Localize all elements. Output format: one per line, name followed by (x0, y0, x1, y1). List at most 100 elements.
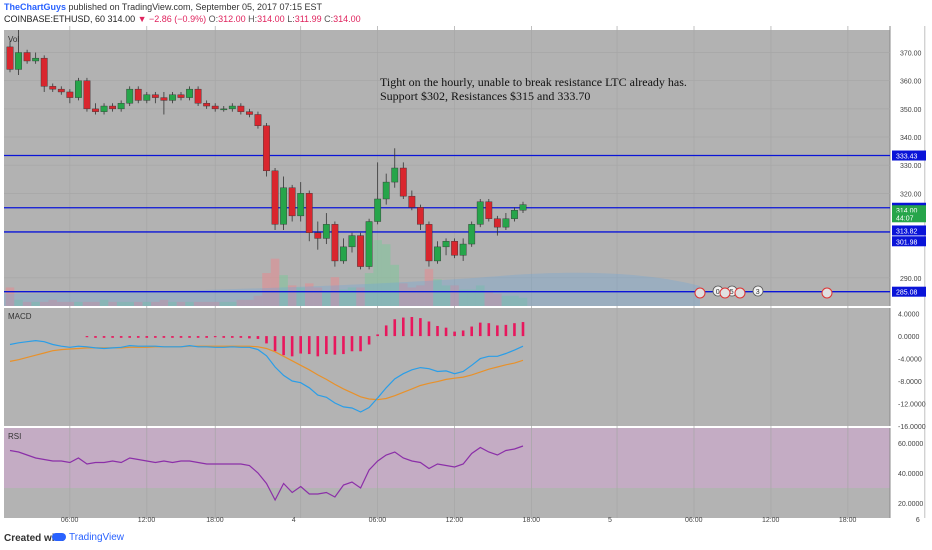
candle-body (177, 94, 185, 98)
candle-body (83, 80, 91, 110)
volume-bar (339, 289, 348, 306)
price-tag (892, 150, 926, 161)
chart-svg[interactable]: Tight on the hourly, unable to break res… (0, 26, 932, 524)
macd-histogram-bar (402, 317, 405, 337)
macd-histogram-bar (333, 336, 337, 355)
candle-body (288, 187, 296, 217)
macd-histogram-bar (111, 336, 114, 338)
volume-bar (399, 283, 408, 306)
candle-body (459, 243, 467, 256)
macd-histogram-bar (470, 326, 473, 337)
candle-body (32, 57, 40, 62)
candle-body (331, 224, 339, 262)
volume-bar (467, 289, 476, 306)
candle-body (57, 88, 65, 93)
macd-histogram-bar (145, 336, 149, 338)
candle-body (417, 207, 424, 225)
volume-bar (142, 301, 152, 306)
volume-bar (14, 299, 23, 306)
candle-body (365, 221, 373, 267)
candle-body (425, 224, 433, 262)
close-label: C: (324, 14, 334, 24)
author-link[interactable]: TheChartGuys (4, 2, 67, 12)
macd-histogram-bar (205, 336, 208, 338)
macd-histogram-bar (290, 336, 294, 357)
candle-body (143, 94, 151, 101)
macd-histogram-bar (136, 336, 140, 338)
macd-histogram-bar (444, 327, 448, 337)
volume-bar (210, 301, 220, 306)
macd-histogram-bar (453, 331, 456, 337)
low-value: 311.99 (294, 14, 322, 24)
volume-bar (74, 301, 83, 306)
candle-body (49, 86, 57, 90)
chart-area[interactable]: Tight on the hourly, unable to break res… (0, 26, 932, 524)
volume-bar (99, 299, 109, 306)
volume-bar (433, 279, 442, 306)
candle-body (92, 108, 99, 112)
time-tick-label: 12:00 (446, 517, 464, 524)
macd-histogram-bar (436, 325, 439, 337)
time-tick-label: 18:00 (839, 517, 857, 524)
price-pane (4, 30, 890, 306)
price-tick-label: 340.00 (900, 135, 922, 142)
macd-tick-label: 0.0000 (898, 334, 920, 341)
volume-bar (424, 268, 434, 306)
price-tick-label: 320.00 (900, 191, 922, 198)
macd-histogram-bar (350, 336, 354, 352)
macd-histogram-bar (128, 336, 131, 338)
volume-bar (65, 301, 75, 306)
candle-body (160, 97, 168, 101)
brand-label: TradingView (69, 532, 125, 543)
created-with-label: Created with (4, 533, 65, 544)
price-tag-label: 44:07 (896, 215, 914, 222)
vol-pane-label: Vol (8, 35, 19, 44)
candle-body (502, 218, 510, 228)
volume-bar (82, 301, 92, 306)
time-tick-label: 12:00 (138, 517, 156, 524)
candle-body (151, 94, 159, 98)
price-tag (892, 225, 926, 236)
volume-bar (501, 295, 511, 306)
candle-body (40, 57, 48, 87)
macd-histogram-bar (410, 316, 414, 337)
candle-body (382, 181, 390, 200)
rsi-line (9, 445, 524, 502)
volume-bar (159, 299, 169, 306)
candle-body (6, 46, 14, 70)
candle-body (442, 241, 450, 248)
volume-bar (373, 240, 382, 306)
macd-tick-label: -12.0000 (898, 402, 926, 409)
rsi-tick-label: 60.0000 (898, 441, 923, 448)
volume-bar (296, 287, 305, 306)
macd-histogram-bar (316, 336, 320, 357)
candle-body (511, 210, 518, 219)
price-tag (892, 205, 926, 216)
macd-histogram-bar (419, 318, 422, 337)
candle-body (340, 246, 347, 262)
volume-bar (407, 287, 417, 306)
macd-histogram-bar (521, 322, 525, 337)
tradingview-logo[interactable]: TradingView (52, 532, 124, 543)
volume-bar (168, 301, 177, 306)
volume-bar (322, 291, 331, 306)
candle-body (280, 187, 287, 225)
price-tick-label: 360.00 (900, 79, 922, 86)
volume-bar (450, 285, 459, 306)
volume-bar (5, 287, 15, 306)
macd-tick-label: -4.0000 (898, 357, 922, 364)
price-tick-label: 370.00 (900, 51, 922, 58)
volume-bar (279, 275, 288, 306)
time-tick-label: 5 (608, 517, 612, 524)
volume-bar (390, 264, 400, 306)
candle-body (66, 91, 74, 98)
macd-histogram-bar (376, 334, 379, 337)
volume-bar (484, 291, 494, 306)
candle-body (126, 88, 134, 104)
macd-histogram-bar (265, 336, 268, 344)
volume-bar (458, 289, 468, 306)
event-flag-icon (821, 287, 833, 299)
volume-bar (176, 301, 186, 306)
candle-body (297, 193, 305, 217)
candle-body (237, 105, 245, 112)
